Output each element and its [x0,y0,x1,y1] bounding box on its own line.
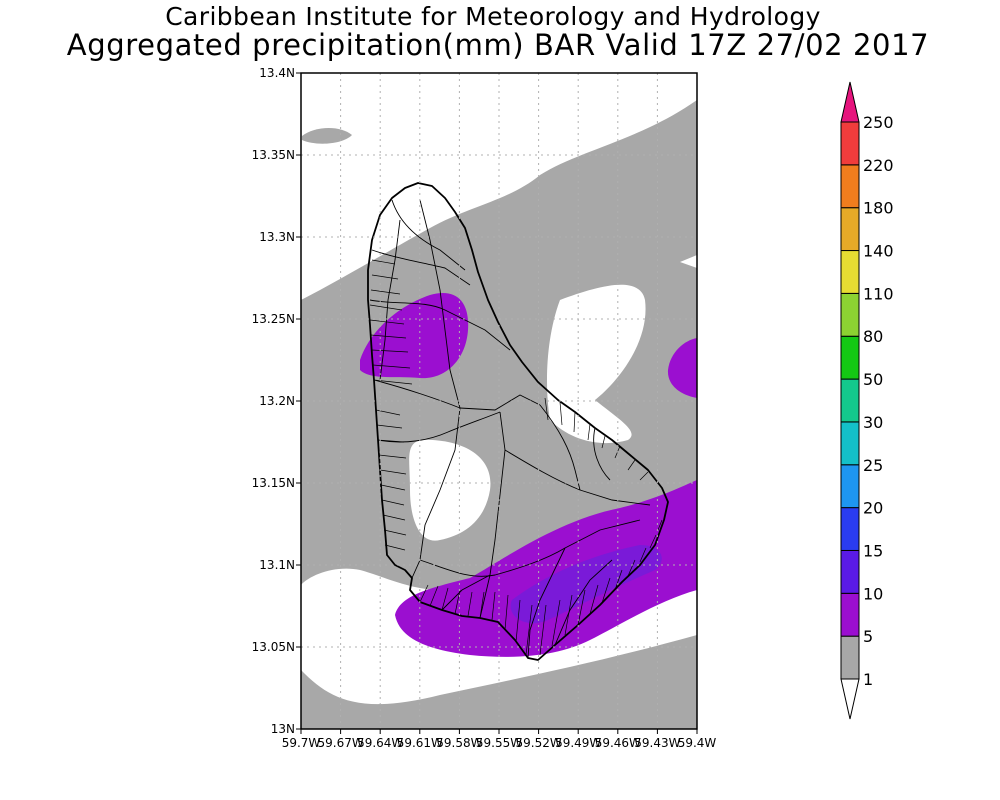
lon-tick-label: 59.4W [678,736,717,750]
lat-tick-label: 13.25N [252,312,295,326]
lon-tick-label: 59.58W [436,736,482,750]
lon-tick-label: 59.55W [476,736,522,750]
colorbar-label: 50 [863,370,883,389]
lat-tick-label: 13.1N [259,558,295,572]
colorbar-segment [840,421,860,466]
map-gridlines [301,73,697,729]
precip-band-violet-core [510,545,662,624]
colorbar-label: 110 [863,284,894,303]
chart-subtitle: Aggregated precipitation(mm) BAR Valid 1… [66,28,930,62]
latitude-axis: 13.4N 13.35N 13.3N 13.25N 13.2N 13.15N 13.1N 13… [252,66,301,736]
colorbar-label: 20 [863,499,883,518]
colorbar-label: 250 [863,113,894,132]
colorbar-segment [840,592,860,637]
colorbar-label: 80 [863,327,883,346]
lat-tick-label: 13.2N [259,394,295,408]
colorbar-segment [840,121,860,166]
lon-tick-label: 59.67W [317,736,363,750]
colorbar-segment [840,378,860,423]
colorbar-label: 5 [863,627,873,646]
colorbar-extend-high [840,81,860,123]
colorbar-segment [840,335,860,380]
precip-band-gray-top-blob [302,127,352,144]
precip-band-purple-north [360,293,469,379]
colorbar-label: 25 [863,456,883,475]
colorbar-segment [840,635,860,680]
precip-band-gray-main [301,100,697,729]
lat-tick-label: 13.4N [259,66,295,80]
lat-tick-label: 13.35N [252,148,295,162]
colorbar-segment [840,250,860,294]
plot-frame [300,72,698,730]
lat-tick-label: 13N [271,722,295,736]
colorbar-segment [840,292,860,337]
colorbar-extend-low [840,678,860,720]
lon-tick-label: 59.43W [634,736,680,750]
colorbar-segment [840,549,860,594]
colorbar-segment [840,164,860,209]
colorbar-label: 180 [863,199,894,218]
lat-tick-label: 13.15N [252,476,295,490]
lon-tick-label: 59.61W [397,736,443,750]
colorbar-segment [840,507,860,551]
colorbar-label: 140 [863,242,894,261]
colorbar-label: 1 [863,670,873,689]
colorbar-segment [840,207,860,252]
precip-band-gray-bottom-blob [558,715,660,729]
lat-tick-label: 13.3N [259,230,295,244]
colorbar-segment [840,464,860,509]
colorbar-label: 220 [863,156,894,175]
colorbar-label: 30 [863,413,883,432]
lon-tick-label: 59.7W [282,736,321,750]
colorbar-label: 15 [863,541,883,560]
lon-tick-label: 59.52W [515,736,561,750]
lat-tick-label: 13.05N [252,640,295,654]
coastal-detail [369,259,663,656]
colorbar-label: 10 [863,584,883,603]
parish-boundaries [369,199,651,659]
longitude-axis: 59.7W59.67W59.64W59.61W59.58W59.55W59.52… [282,729,717,750]
lon-tick-label: 59.64W [357,736,403,750]
lon-tick-label: 59.46W [595,736,641,750]
precip-band-purple-east [667,338,697,398]
lon-tick-label: 59.49W [555,736,601,750]
chart-title: Caribbean Institute for Meteorology and … [165,2,821,31]
